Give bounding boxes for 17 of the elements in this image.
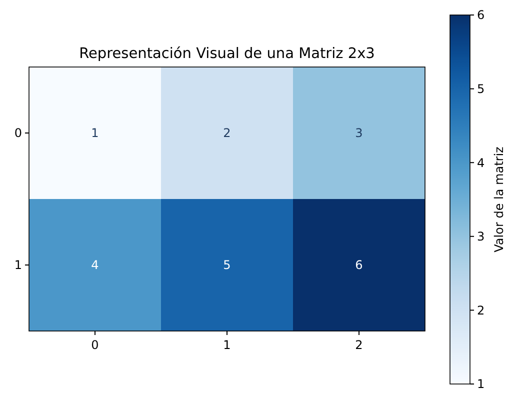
- color-bar-label: 1: [477, 377, 485, 392]
- data-label: 1: [91, 126, 99, 140]
- data-label: 4: [91, 258, 99, 272]
- color-bar-label: 3: [477, 230, 485, 244]
- data-label: 6: [355, 258, 363, 272]
- data-label: 3: [355, 126, 363, 140]
- chart-title: Representación Visual de una Matriz 2x3: [79, 46, 375, 62]
- data-label: 5: [223, 258, 231, 272]
- data-label: 2: [223, 126, 231, 140]
- x-tick-label: 2: [355, 338, 363, 352]
- color-bar-label: 5: [477, 82, 485, 96]
- color-bar-label: 4: [477, 156, 485, 170]
- color-bar-label: 6: [477, 8, 485, 22]
- color-bar-label: 2: [477, 303, 485, 318]
- x-tick-label: 1: [223, 338, 231, 352]
- x-tick-label: 0: [91, 338, 99, 352]
- color-bar-title: Valor de la matriz: [492, 146, 506, 252]
